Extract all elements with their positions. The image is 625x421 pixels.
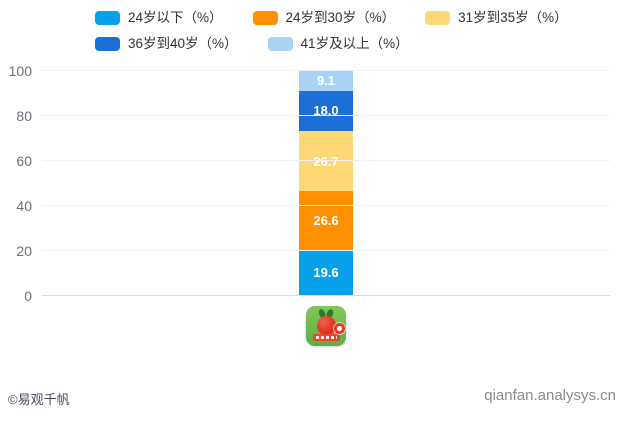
legend-item-4[interactable]: 41岁及以上（%） — [267, 36, 409, 52]
legend-swatch-icon — [252, 11, 278, 25]
bar-value-label: 26.6 — [313, 213, 339, 229]
legend-swatch-icon — [95, 37, 120, 51]
bar-segment-4[interactable]: 9.1 — [299, 70, 353, 91]
bar-value-label: 26.7 — [313, 153, 339, 169]
legend-item-3[interactable]: 36岁到40岁（%） — [95, 36, 238, 52]
y-tick-label: 80 — [16, 108, 32, 124]
legend-swatch-icon — [267, 37, 293, 51]
legend-swatch-icon — [425, 11, 451, 25]
stacked-bar: 19.6 26.6 26.7 18.0 9.1 — [299, 70, 353, 295]
y-tick-label: 0 — [24, 288, 32, 304]
legend-item-1[interactable]: 24岁到30岁（%） — [252, 10, 396, 26]
y-tick-label: 60 — [16, 153, 32, 169]
y-tick-label: 40 — [16, 198, 32, 214]
legend-label: 24岁以下（%） — [128, 10, 223, 25]
site-link[interactable]: qianfan.analysys.cn — [484, 387, 616, 404]
radish-app-icon[interactable] — [306, 306, 346, 346]
gridline — [42, 250, 610, 251]
legend: 24岁以下（%） 24岁到30岁（%） 31岁到35岁（%） 36岁到40岁（%） 41… — [95, 10, 575, 52]
gridline — [42, 115, 610, 116]
legend-item-0[interactable]: 24岁以下（%） — [95, 10, 223, 26]
gridline — [42, 205, 610, 206]
bar-segment-1[interactable]: 26.6 — [299, 191, 353, 251]
gridline — [42, 160, 610, 161]
legend-label: 31岁到35岁（%） — [458, 10, 568, 25]
y-tick-label: 100 — [8, 63, 32, 79]
gridline — [42, 70, 610, 71]
bar-segment-2[interactable]: 26.7 — [299, 131, 353, 192]
x-axis-line — [42, 295, 610, 296]
legend-swatch-icon — [95, 11, 120, 25]
bar-segment-3[interactable]: 18.0 — [299, 90, 353, 131]
icon-banner — [312, 334, 340, 341]
legend-label: 24岁到30岁（%） — [285, 10, 396, 25]
bar-value-label: 9.1 — [316, 72, 336, 88]
bar-value-label: 18.0 — [313, 103, 339, 119]
legend-item-2[interactable]: 31岁到35岁（%） — [425, 10, 568, 26]
y-tick-label: 20 — [16, 243, 32, 259]
bar-value-label: 19.6 — [313, 265, 339, 281]
icon-badge — [334, 323, 345, 334]
radish-bulb-icon — [316, 316, 336, 335]
legend-label: 36岁到40岁（%） — [128, 36, 238, 51]
legend-label: 41岁及以上（%） — [300, 36, 409, 51]
copyright-text: ©易观千帆 — [8, 392, 70, 407]
bar-segment-0[interactable]: 19.6 — [299, 250, 353, 295]
plot-area: 19.6 26.6 26.7 18.0 9.1 0 20 40 60 80 100 — [9, 64, 610, 346]
